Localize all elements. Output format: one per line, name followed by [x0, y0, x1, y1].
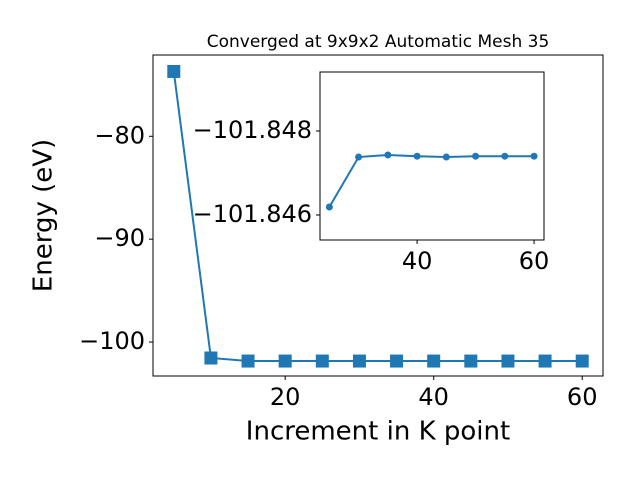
x-tick-label: 60: [567, 383, 598, 411]
x-tick-label: 20: [270, 383, 301, 411]
x-axis-label: Increment in K point: [246, 417, 510, 447]
marker: [325, 203, 333, 211]
y-tick-label: −101.846: [193, 200, 312, 228]
y-tick-label: −101.848: [193, 116, 312, 144]
x-tick-label: 40: [418, 383, 449, 411]
x-tick-label: 40: [402, 247, 433, 275]
marker: [241, 354, 255, 368]
marker: [427, 354, 441, 368]
marker: [384, 151, 392, 159]
marker: [315, 354, 329, 368]
y-tick-label: −90: [94, 224, 145, 252]
marker: [530, 152, 538, 160]
marker: [355, 153, 363, 161]
y-tick-label: −80: [94, 121, 145, 149]
marker: [204, 351, 218, 365]
marker: [352, 354, 366, 368]
y-axis-label: Energy (eV): [29, 139, 59, 292]
marker: [472, 152, 480, 160]
marker: [390, 354, 404, 368]
marker: [167, 64, 181, 78]
marker: [413, 152, 421, 160]
marker: [538, 354, 552, 368]
marker: [501, 354, 515, 368]
marker: [501, 152, 509, 160]
series-line: [328, 153, 535, 208]
marker: [442, 153, 450, 161]
marker: [575, 354, 589, 368]
chart-title: Converged at 9x9x2 Automatic Mesh 35: [207, 32, 550, 52]
marker: [278, 354, 292, 368]
y-tick-label: −100: [79, 327, 145, 355]
x-tick-label: 60: [519, 247, 550, 275]
marker: [464, 354, 478, 368]
